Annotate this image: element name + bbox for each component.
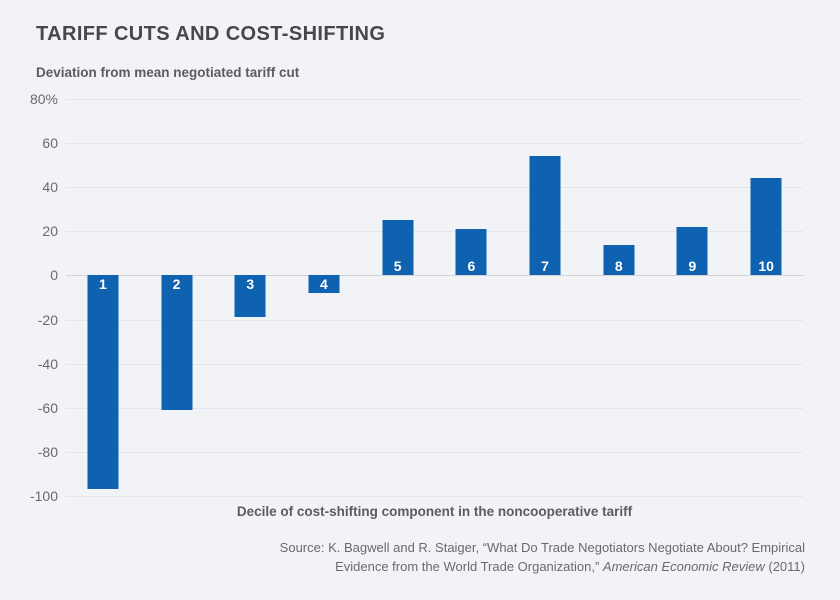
gridline-y-20 — [66, 319, 803, 321]
bar-category-label: 3 — [246, 276, 255, 293]
y-tick-label-20: 20 — [42, 223, 58, 240]
bar-category-label: 7 — [541, 258, 549, 275]
bar-decile-10: 10 — [750, 178, 782, 276]
bar-category-label: 6 — [467, 258, 476, 275]
source-line-2-prefix: Evidence from the World Trade Organizati… — [335, 558, 603, 574]
bar-decile-3: 3 — [234, 275, 266, 318]
bar-category-label: 10 — [758, 258, 774, 275]
y-tick-label--40: -40 — [37, 355, 58, 372]
chart-area: 1 2 3 4 5 6 7 8 9 10 80% 60 40 20 0 -20 -40 -60 -80 -100 — [0, 92, 840, 503]
y-tick-label--80: -80 — [37, 443, 58, 460]
source-line-2-suffix: (2011) — [764, 558, 805, 574]
bar-category-label: 5 — [393, 258, 402, 275]
gridline-y60 — [66, 143, 803, 145]
bar-category-label: 1 — [98, 276, 107, 293]
bar-decile-1: 1 — [87, 275, 119, 490]
chart-subtitle: Deviation from mean negotiated tariff cu… — [36, 65, 300, 80]
bar-decile-9: 9 — [676, 226, 708, 276]
bar-category-label: 2 — [172, 276, 181, 293]
gridline-y-60 — [66, 407, 803, 409]
gridline-y-40 — [66, 363, 803, 365]
gridline-y40 — [66, 187, 803, 189]
bar-category-label: 9 — [688, 258, 697, 275]
y-tick-label-0: 0 — [50, 267, 58, 284]
bar-category-label: 8 — [614, 258, 623, 275]
y-tick-label-80: 80% — [29, 91, 58, 107]
bar-decile-5: 5 — [382, 220, 414, 276]
y-tick-label-60: 60 — [42, 135, 58, 152]
x-axis-label: Decile of cost-shifting component in the… — [236, 504, 633, 519]
source-line-1: Source: K. Bagwell and R. Staiger, “What… — [279, 540, 805, 555]
y-tick-label--60: -60 — [37, 399, 58, 416]
gridline-y20 — [66, 231, 803, 233]
gridline-y0 — [66, 275, 803, 277]
y-tick-label--100: -100 — [29, 488, 58, 504]
chart-title: TARIFF CUTS AND COST-SHIFTING — [36, 23, 386, 45]
gridline-y-80 — [66, 451, 803, 453]
gridline-y-100 — [66, 496, 803, 497]
y-tick-label-40: 40 — [42, 179, 58, 196]
gridline-y80 — [66, 99, 803, 100]
source-journal-name: American Economic Review — [602, 558, 765, 574]
y-tick-label--20: -20 — [37, 311, 58, 328]
bar-decile-2: 2 — [161, 275, 193, 410]
source-note: Source: K. Bagwell and R. Staiger, “What… — [45, 539, 805, 576]
bar-decile-7: 7 — [529, 156, 561, 276]
bar-category-label: 4 — [320, 276, 328, 293]
plot-area: 1 2 3 4 5 6 7 8 9 10 — [66, 99, 803, 497]
bar-decile-6: 6 — [455, 229, 487, 276]
bar-decile-4: 4 — [308, 275, 340, 294]
bar-decile-8: 8 — [603, 244, 635, 276]
